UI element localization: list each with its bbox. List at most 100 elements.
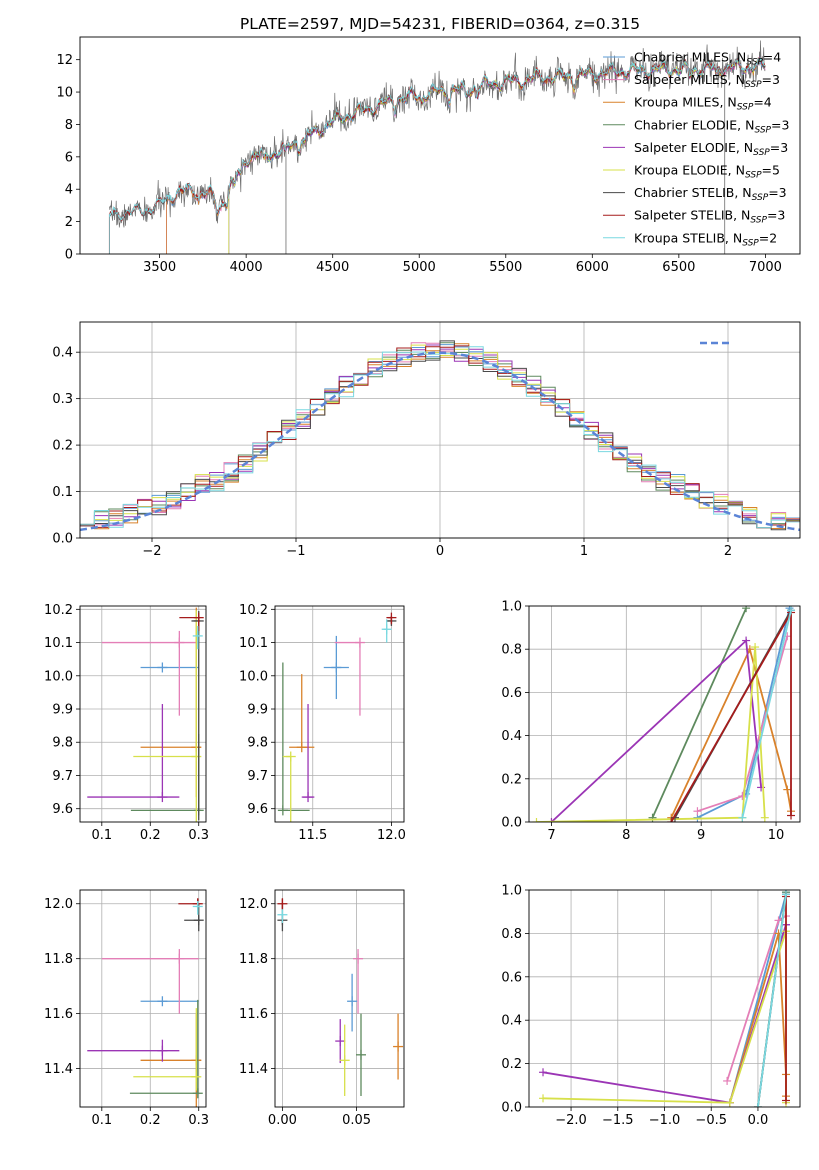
- y-tick-label: 10.2: [239, 603, 268, 618]
- weight-line-kroupa-miles: [670, 646, 792, 819]
- x-tick-label: 1: [580, 544, 588, 559]
- x-tick-label: 5500: [489, 260, 522, 275]
- x-tick-label: −1: [286, 544, 305, 559]
- legend-subscript: SSP: [745, 80, 762, 90]
- legend-subscript: SSP: [752, 193, 769, 203]
- y-tick-label: 0.8: [501, 927, 522, 942]
- y-tick-label: 0.2: [501, 1057, 522, 1072]
- y-tick-label: 12.0: [239, 897, 268, 912]
- x-tick-label: 12.0: [377, 828, 406, 843]
- error-bars: [277, 612, 397, 822]
- legend-count: =5: [762, 163, 780, 178]
- legend-count: =4: [753, 95, 771, 110]
- mass-vs-extinction-axes: 0.00 0.05 11.4 11.6 11.8 12.0: [239, 889, 405, 1128]
- normal-reference-curve: [80, 351, 800, 532]
- axes-frame: [79, 321, 801, 539]
- y-tick-label: 10.2: [44, 603, 73, 618]
- y-tick-label: 0.6: [501, 970, 522, 985]
- legend-count: =3: [771, 117, 789, 132]
- legend-count: =3: [770, 140, 788, 155]
- x-tick-label: 7: [547, 828, 555, 843]
- x-tick-label: 4500: [316, 260, 349, 275]
- legend-text: Salpeter ELODIE, N: [634, 140, 753, 155]
- x-tick-label: 0.2: [140, 1113, 161, 1128]
- weight-vs-age-axes: 7 8 9 10 0.0 0.2 0.4 0.6 0.8 1.0: [501, 600, 801, 843]
- x-tick-label: 6000: [576, 260, 609, 275]
- residuals-axes: −2 −1 0 1 2 0.0 0.1 0.2 0.3 0.4: [52, 321, 801, 559]
- x-tick-label: 0.1: [91, 1113, 112, 1128]
- y-tick-label: 0.4: [501, 1014, 522, 1029]
- x-tick-label: 0.05: [342, 1113, 371, 1128]
- y-tick-label: 9.7: [52, 769, 73, 784]
- y-tick-label: 9.8: [247, 736, 268, 751]
- legend-label-salpeter-elodie: Salpeter ELODIE, NSSP=3: [634, 140, 788, 158]
- x-tick-label: 0.2: [140, 828, 161, 843]
- y-tick-label: 0.0: [52, 532, 73, 547]
- y-tick-label: 9.7: [247, 769, 268, 784]
- legend-label-chabrier-elodie: Chabrier ELODIE, NSSP=3: [634, 117, 789, 135]
- spectrum-title: PLATE=2597, MJD=54231, FIBERID=0364, z=0…: [240, 15, 640, 33]
- weight-vs-metallicity-axes: −2.0 −1.5 −1.0 −0.5 0.0 0.0 0.2 0.4 0.6 0.8 1.0: [501, 884, 801, 1128]
- y-tick-label: 9.8: [52, 736, 73, 751]
- y-tick-label: 0.0: [501, 1101, 522, 1116]
- y-tick-label: 6: [65, 150, 73, 165]
- legend-text: Salpeter STELIB, N: [634, 208, 750, 223]
- age-vs-metallicity-axes: 0.1 0.2 0.3 9.6 9.7 9.8 9.9 10.0 10.1 10.2: [44, 603, 209, 843]
- y-tick-label: 11.4: [44, 1062, 73, 1077]
- weight-line-kroupa-stelib: [741, 610, 792, 818]
- y-tick-label: 12: [56, 53, 73, 68]
- legend-text: Salpeter MILES, N: [634, 72, 745, 87]
- y-tick-label: 0.2: [52, 439, 73, 454]
- x-tick-label: 6500: [662, 260, 695, 275]
- histogram-salpeter-stelib: [80, 345, 800, 529]
- y-tick-label: 11.8: [239, 952, 268, 967]
- y-tick-label: 9.6: [247, 802, 268, 817]
- y-tick-label: 4: [65, 183, 73, 198]
- mass-vs-metallicity-axes: 0.1 0.2 0.3 11.4 11.6 11.8 12.0: [44, 889, 209, 1128]
- x-tick-label: −1.0: [649, 1113, 681, 1128]
- y-tick-label: 0.0: [501, 816, 522, 831]
- y-tick-label: 12.0: [44, 897, 73, 912]
- spectrum-axes: 3500 4000 4500 5000 5500 6000 6500 7000 0 2 4 6 8 10 1…: [56, 36, 801, 275]
- y-tick-label: 9.6: [52, 802, 73, 817]
- age-vs-mass-axes: 11.5 12.0 9.6 9.7 9.8 9.9 10.0 10.1 10.2: [239, 603, 406, 843]
- legend-label-kroupa-elodie: Kroupa ELODIE, NSSP=5: [634, 163, 780, 181]
- y-tick-label: 0.4: [52, 346, 73, 361]
- legend-subscript: SSP: [737, 103, 754, 113]
- axes-frame: [79, 605, 207, 823]
- y-tick-label: 9.9: [52, 703, 73, 718]
- histogram-steps: [80, 340, 800, 532]
- y-tick-label: 10.1: [44, 636, 73, 651]
- legend-subscript: SSP: [745, 171, 762, 181]
- legend-text: Chabrier MILES, N: [634, 50, 746, 65]
- x-tick-label: 11.5: [298, 828, 327, 843]
- weight-lines: [532, 606, 796, 822]
- weight-lines: [539, 890, 790, 1107]
- legend-text: Kroupa MILES, N: [634, 95, 737, 110]
- legend-text: Chabrier STELIB, N: [634, 185, 752, 200]
- legend-text: Kroupa ELODIE, N: [634, 163, 745, 178]
- x-tick-label: 3500: [143, 260, 176, 275]
- legend-label-kroupa-stelib: Kroupa STELIB, NSSP=2: [634, 230, 777, 248]
- legend-subscript: SSP: [742, 238, 759, 248]
- axes-frame: [274, 605, 405, 823]
- x-tick-label: 0: [436, 544, 444, 559]
- axes-frame: [528, 889, 801, 1108]
- legend-label-salpeter-miles: Salpeter MILES, NSSP=3: [634, 72, 780, 90]
- y-tick-label: 8: [65, 118, 73, 133]
- y-tick-label: 10.0: [239, 669, 268, 684]
- legend-count: =2: [759, 230, 777, 245]
- x-tick-label: 9: [697, 828, 705, 843]
- axes-frame: [79, 889, 207, 1108]
- legend-count: =3: [767, 208, 785, 223]
- y-tick-label: 0: [65, 248, 73, 263]
- legend-label-salpeter-stelib: Salpeter STELIB, NSSP=3: [634, 208, 785, 226]
- x-tick-label: 0.1: [91, 828, 112, 843]
- legend-count: =3: [762, 72, 780, 87]
- model-line-kroupa-stelib: [109, 56, 766, 254]
- axes-frame: [79, 36, 801, 255]
- error-bars: [87, 898, 204, 1107]
- y-tick-label: 2: [65, 215, 73, 230]
